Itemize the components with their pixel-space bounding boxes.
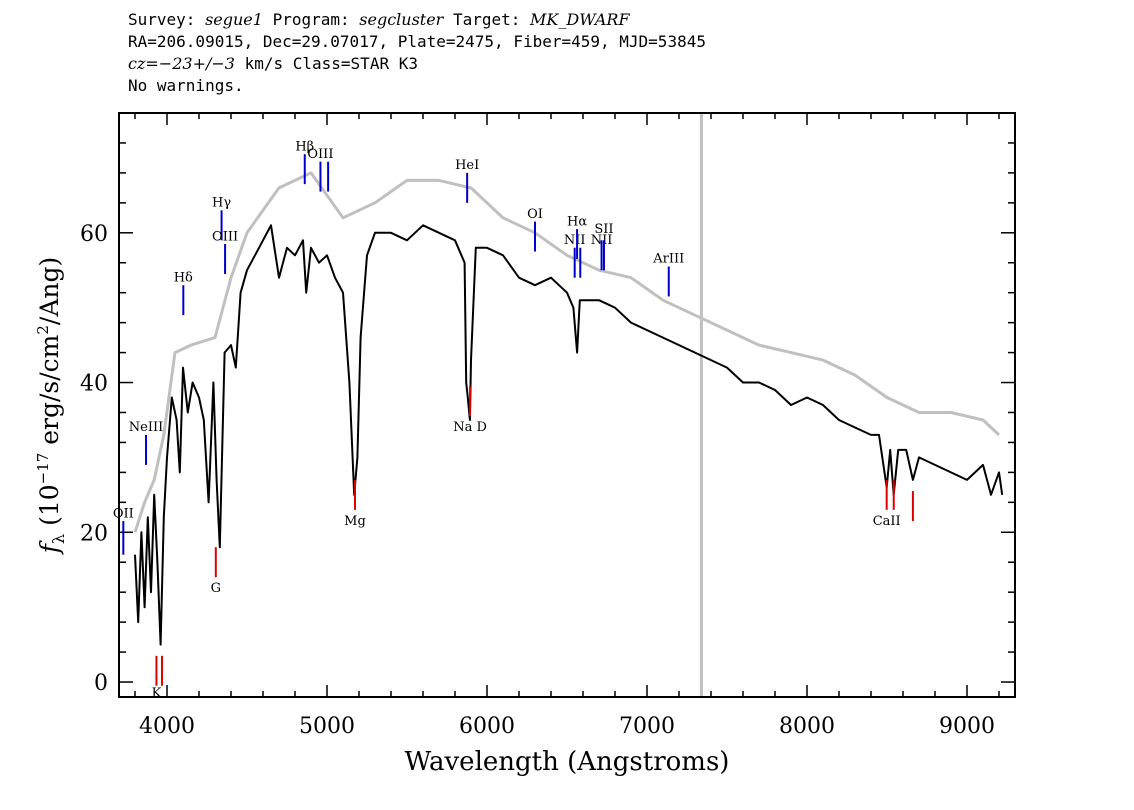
target-label: Target: [443,10,531,29]
axis-ticks: 4000 5000 6000 7000 8000 9000 0 20 40 60 [80,113,1015,739]
emission-line-label: NII [564,233,586,248]
x-tick-label: 4000 [139,714,195,739]
absorption-line-label: K [152,686,162,701]
program-label: Program: [262,10,360,29]
y-tick-label: 60 [80,222,108,247]
header-line-warnings: No warnings. [128,76,244,95]
y-tick-label: 20 [80,521,108,546]
emission-line-label: OI [527,207,543,222]
emission-line-label: OIII [307,147,333,162]
emission-line-label: HeI [455,158,479,173]
absorption-line-label: G [211,581,221,596]
spectrum-header: Survey: segue1 Program: segcluster Targe… [128,9,706,97]
plot-border [118,112,1016,698]
emission-line-label: Hγ [212,196,231,211]
emission-line-label: OII [113,506,134,521]
x-tick-label: 5000 [299,714,355,739]
emission-line-label: NII [591,233,613,248]
emission-line-label: SII [594,222,613,237]
target-value: MK_DWARF [530,10,630,29]
survey-label: Survey: [128,10,206,29]
program-value: segcluster [359,10,444,29]
x-axis-title: Wavelength (Angstroms) [405,747,730,777]
x-tick-label: 8000 [779,714,835,739]
plot-frame [118,112,1016,698]
x-tick-label: 6000 [459,714,515,739]
emission-line-label: OIII [212,229,238,244]
emission-line-label: ArIII [652,252,684,267]
survey-value: segue1 [205,10,263,29]
x-tick-label: 9000 [939,714,995,739]
emission-line-label: NeIII [129,420,163,435]
y-tick-label: 0 [94,671,108,696]
absorption-line-label: Na D [453,420,487,435]
header-line-coordinates: RA=206.09015, Dec=29.07017, Plate=2475, … [128,32,706,51]
absorption-line-label: CaII [873,514,901,529]
y-axis-title: fλ (10−17 erg/s/cm2/Ang) [34,257,68,556]
flux-series-line [134,224,1004,646]
emission-line-label: Hβ [295,139,314,154]
header-line-survey: Survey: segue1 Program: segcluster Targe… [128,9,706,31]
plot-area [133,113,1004,697]
redshift-value: cz=−23+/−3 [128,54,235,73]
line-labels: OIINeIIIHδHγOIIIHβOIIIHeIOINIIHαNIISIIAr… [113,139,914,701]
emission-line-label: Hα [567,214,587,229]
x-tick-label: 7000 [619,714,675,739]
error-series-line [133,171,1001,533]
class-value: km/s Class=STAR K3 [234,54,418,73]
emission-line-label: Hδ [174,270,193,285]
y-tick-label: 40 [80,372,108,397]
header-line-redshift: cz=−23+/−3 km/s Class=STAR K3 [128,53,706,75]
absorption-line-label: Mg [344,514,366,529]
